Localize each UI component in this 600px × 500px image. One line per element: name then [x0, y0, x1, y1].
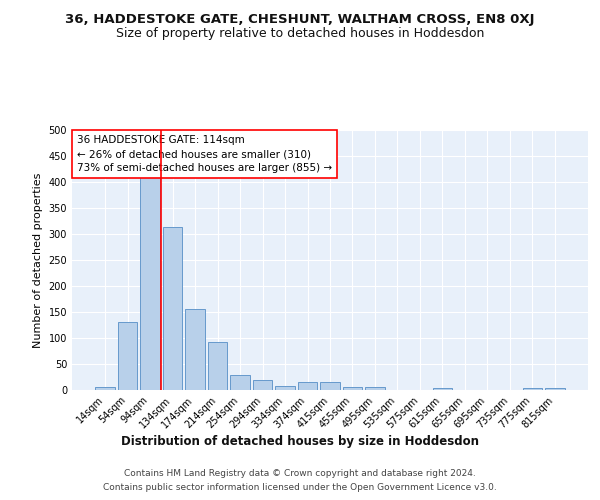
Text: Contains public sector information licensed under the Open Government Licence v3: Contains public sector information licen… [103, 484, 497, 492]
Bar [365, 387, 385, 390]
Bar [140, 177, 160, 390]
Bar [185, 310, 205, 390]
Bar [343, 387, 362, 390]
Text: 36, HADDESTOKE GATE, CHESHUNT, WALTHAM CROSS, EN8 0XJ: 36, HADDESTOKE GATE, CHESHUNT, WALTHAM C… [65, 12, 535, 26]
Bar [118, 322, 137, 390]
Bar [320, 382, 340, 390]
Text: 36 HADDESTOKE GATE: 114sqm
← 26% of detached houses are smaller (310)
73% of sem: 36 HADDESTOKE GATE: 114sqm ← 26% of deta… [77, 135, 332, 173]
Y-axis label: Number of detached properties: Number of detached properties [33, 172, 43, 348]
Text: Contains HM Land Registry data © Crown copyright and database right 2024.: Contains HM Land Registry data © Crown c… [124, 468, 476, 477]
Bar [230, 375, 250, 390]
Bar [545, 388, 565, 390]
Bar [433, 388, 452, 390]
Bar [523, 388, 542, 390]
Text: Size of property relative to detached houses in Hoddesdon: Size of property relative to detached ho… [116, 28, 484, 40]
Bar [208, 342, 227, 390]
Bar [253, 380, 272, 390]
Bar [275, 386, 295, 390]
Bar [163, 227, 182, 390]
Text: Distribution of detached houses by size in Hoddesdon: Distribution of detached houses by size … [121, 435, 479, 448]
Bar [95, 387, 115, 390]
Bar [298, 382, 317, 390]
